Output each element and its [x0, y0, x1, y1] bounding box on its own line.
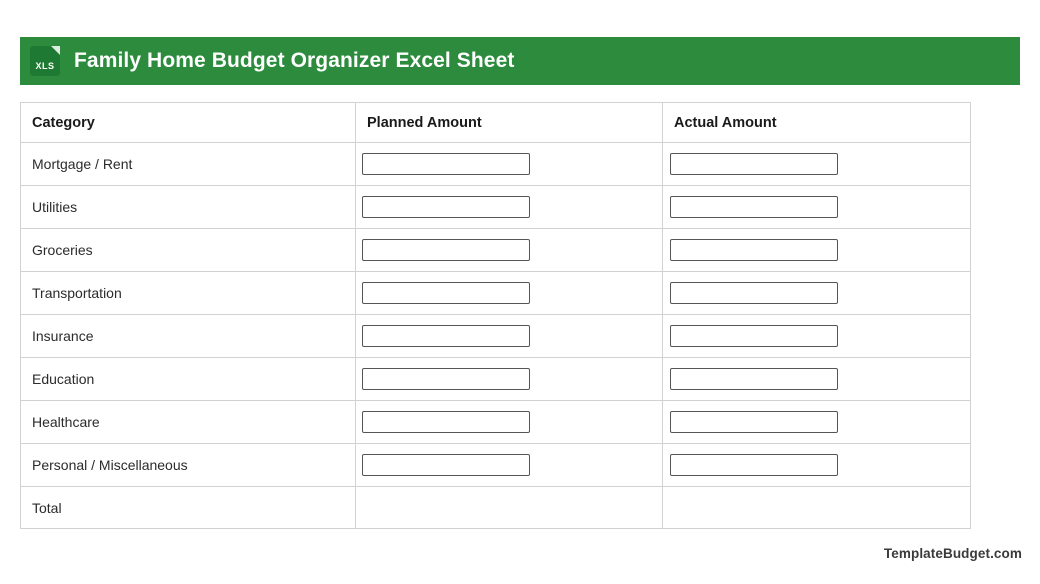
table-row: Transportation	[20, 271, 971, 315]
cell-actual-amount	[662, 357, 971, 401]
column-header-planned-amount: Planned Amount	[355, 102, 663, 143]
table-row: Personal / Miscellaneous	[20, 443, 971, 487]
actual-amount-input[interactable]	[670, 454, 838, 476]
cell-planned-amount	[355, 314, 663, 358]
cell-category: Healthcare	[20, 400, 356, 444]
cell-planned-amount	[355, 228, 663, 272]
table-row: Insurance	[20, 314, 971, 358]
cell-planned-amount	[355, 400, 663, 444]
cell-category-total: Total	[20, 486, 356, 529]
xls-icon-label: XLS	[35, 61, 55, 71]
cell-actual-amount	[662, 314, 971, 358]
table-row-total: Total	[20, 486, 971, 529]
cell-actual-amount	[662, 142, 971, 186]
cell-planned-amount	[355, 271, 663, 315]
table-row: Education	[20, 357, 971, 401]
planned-amount-input[interactable]	[362, 454, 530, 476]
planned-amount-input[interactable]	[362, 411, 530, 433]
planned-amount-input[interactable]	[362, 282, 530, 304]
xls-file-icon: XLS	[30, 46, 60, 76]
cell-category: Mortgage / Rent	[20, 142, 356, 186]
planned-amount-input[interactable]	[362, 153, 530, 175]
cell-actual-amount	[662, 400, 971, 444]
cell-planned-total	[355, 486, 663, 529]
table-row: Mortgage / Rent	[20, 142, 971, 186]
cell-actual-amount	[662, 271, 971, 315]
planned-amount-input[interactable]	[362, 325, 530, 347]
footer-credit: TemplateBudget.com	[883, 546, 1022, 561]
cell-actual-amount	[662, 228, 971, 272]
cell-category: Groceries	[20, 228, 356, 272]
page-title: Family Home Budget Organizer Excel Sheet	[74, 49, 515, 72]
cell-actual-amount	[662, 185, 971, 229]
cell-category: Insurance	[20, 314, 356, 358]
cell-planned-amount	[355, 357, 663, 401]
table-header: Category Planned Amount Actual Amount	[20, 102, 971, 143]
planned-amount-input[interactable]	[362, 196, 530, 218]
table-row: Utilities	[20, 185, 971, 229]
table-row: Healthcare	[20, 400, 971, 444]
cell-category: Personal / Miscellaneous	[20, 443, 356, 487]
cell-actual-total	[662, 486, 971, 529]
cell-planned-amount	[355, 185, 663, 229]
cell-category: Utilities	[20, 185, 356, 229]
cell-actual-amount	[662, 443, 971, 487]
column-header-actual-amount: Actual Amount	[662, 102, 971, 143]
table-header-row: Category Planned Amount Actual Amount	[20, 102, 971, 143]
cell-planned-amount	[355, 443, 663, 487]
column-header-category: Category	[20, 102, 356, 143]
table-body: Mortgage / Rent Utilities Groceries	[20, 142, 971, 529]
actual-amount-input[interactable]	[670, 239, 838, 261]
planned-amount-input[interactable]	[362, 368, 530, 390]
cell-planned-amount	[355, 142, 663, 186]
actual-amount-input[interactable]	[670, 153, 838, 175]
actual-amount-input[interactable]	[670, 368, 838, 390]
actual-amount-input[interactable]	[670, 411, 838, 433]
actual-amount-input[interactable]	[670, 282, 838, 304]
document-header: XLS Family Home Budget Organizer Excel S…	[20, 37, 1020, 85]
actual-amount-input[interactable]	[670, 196, 838, 218]
actual-amount-input[interactable]	[670, 325, 838, 347]
budget-table: Category Planned Amount Actual Amount Mo…	[20, 102, 971, 529]
planned-amount-input[interactable]	[362, 239, 530, 261]
cell-category: Transportation	[20, 271, 356, 315]
page-fold-shape	[51, 46, 60, 55]
cell-category: Education	[20, 357, 356, 401]
table-row: Groceries	[20, 228, 971, 272]
